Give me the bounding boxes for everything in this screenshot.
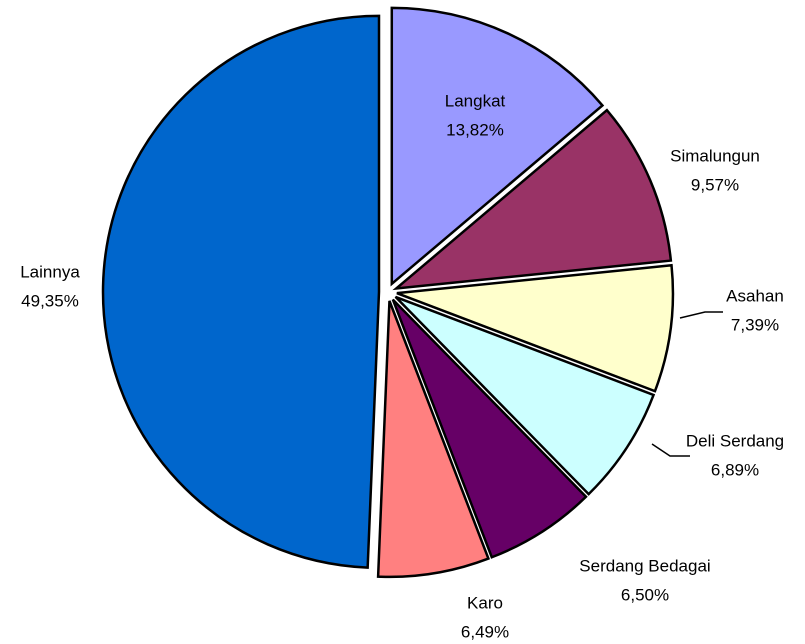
slice-label: Simalungun — [670, 146, 760, 165]
pie-slice — [396, 263, 675, 393]
pie-slice — [391, 298, 588, 559]
pie-slice — [101, 14, 381, 569]
slice-value: 6,89% — [711, 460, 759, 479]
leader-line — [651, 443, 690, 457]
slice-label: Lainnya — [20, 262, 80, 281]
slice-label: Karo — [467, 593, 503, 612]
pie-slice — [376, 300, 491, 579]
slice-value: 9,57% — [691, 175, 739, 194]
slice-label: Serdang Bedagai — [579, 556, 710, 575]
pie-slice — [392, 108, 673, 291]
slice-value: 49,35% — [21, 291, 79, 310]
slice-label: Asahan — [726, 286, 784, 305]
slice-value: 6,50% — [621, 585, 669, 604]
slice-value: 7,39% — [731, 315, 779, 334]
leader-line — [679, 311, 723, 319]
slice-value: 13,82% — [446, 120, 504, 139]
slice-value: 6,49% — [461, 622, 509, 641]
pie-slice — [394, 295, 656, 496]
pie-slice — [390, 6, 605, 287]
slice-label: Langkat — [445, 91, 506, 110]
slice-label: Deli Serdang — [686, 431, 784, 450]
